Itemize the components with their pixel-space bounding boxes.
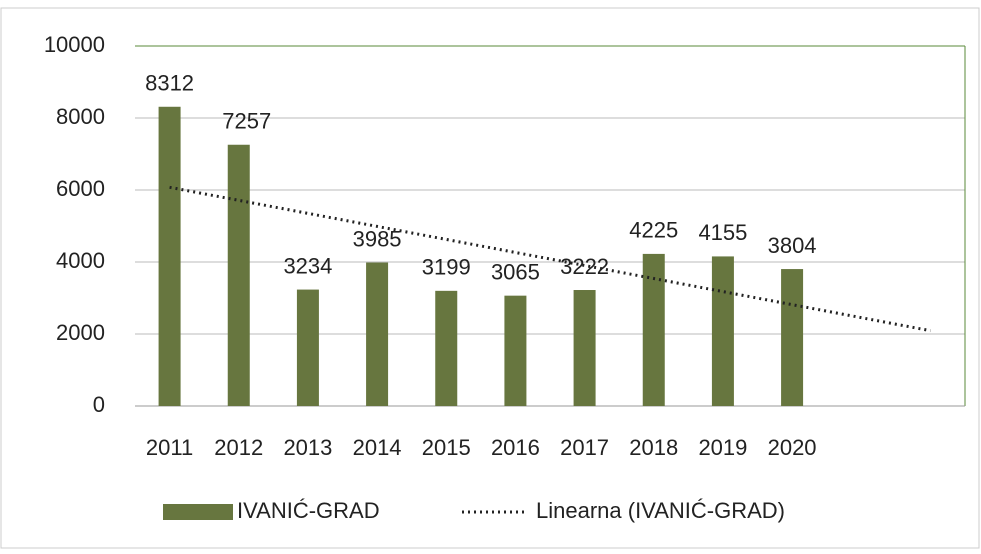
legend-label: IVANIĆ-GRAD [237, 498, 380, 523]
data-label: 3222 [560, 254, 609, 279]
bar [711, 256, 734, 406]
data-label: 4155 [698, 220, 747, 245]
legend-swatch [163, 504, 233, 520]
bar [642, 253, 665, 406]
y-tick-label: 8000 [56, 104, 105, 129]
data-label: 3804 [768, 233, 817, 258]
data-label: 3234 [283, 253, 332, 278]
x-tick-label: 2015 [422, 435, 471, 460]
bar [435, 290, 458, 406]
bar [504, 295, 527, 406]
x-tick-label: 2019 [698, 435, 747, 460]
data-label: 3985 [353, 226, 402, 251]
x-tick-label: 2012 [214, 435, 263, 460]
x-tick-label: 2018 [629, 435, 678, 460]
x-tick-label: 2020 [768, 435, 817, 460]
data-label: 8312 [145, 71, 194, 96]
bar [781, 269, 804, 406]
bar [158, 106, 181, 406]
y-tick-label: 6000 [56, 176, 105, 201]
bar [296, 289, 319, 406]
bar [366, 262, 389, 406]
data-label: 7257 [222, 109, 271, 134]
frame [0, 7, 980, 549]
data-label: 4225 [629, 218, 678, 243]
y-tick-label: 0 [93, 392, 105, 417]
bar [227, 144, 250, 407]
y-tick-label: 2000 [56, 320, 105, 345]
data-label: 3199 [422, 255, 471, 280]
bar [573, 290, 596, 406]
x-tick-label: 2011 [146, 435, 193, 460]
x-tick-label: 2013 [283, 435, 332, 460]
x-tick-label: 2014 [353, 435, 402, 460]
legend-label: Linearna (IVANIĆ-GRAD) [536, 498, 785, 523]
x-tick-label: 2016 [491, 435, 540, 460]
data-label: 3065 [491, 259, 540, 284]
y-tick-label: 10000 [44, 32, 105, 57]
x-tick-label: 2017 [560, 435, 609, 460]
y-tick-label: 4000 [56, 248, 105, 273]
